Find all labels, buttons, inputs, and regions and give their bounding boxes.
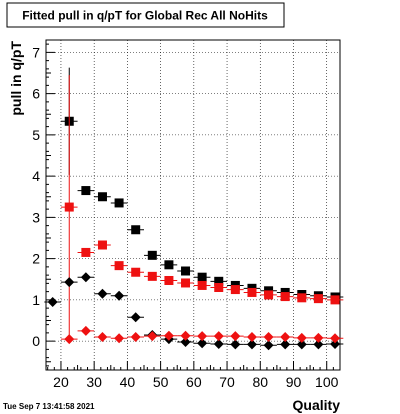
square-point bbox=[197, 280, 207, 290]
diamond-point bbox=[263, 332, 274, 342]
square-point bbox=[64, 202, 74, 212]
grid-lines bbox=[46, 40, 340, 370]
diamond-point bbox=[230, 339, 241, 350]
plot-frame bbox=[45, 39, 341, 371]
y-tick-label: 5 bbox=[32, 127, 40, 143]
square-point bbox=[164, 275, 174, 285]
diamond-point bbox=[80, 325, 91, 336]
diamond-point bbox=[313, 339, 324, 350]
square-point bbox=[214, 276, 224, 286]
square-point bbox=[197, 272, 207, 282]
diamond-point bbox=[197, 338, 208, 349]
y-axis-title: pull in q/pT bbox=[8, 41, 24, 116]
square-point bbox=[214, 283, 224, 292]
x-tick-label: 100 bbox=[315, 374, 339, 390]
diamond-point bbox=[280, 339, 291, 350]
x-tick-label: 80 bbox=[252, 374, 268, 390]
diamond-point bbox=[114, 290, 125, 301]
square-point bbox=[181, 278, 191, 288]
x-tick-label: 20 bbox=[53, 374, 69, 390]
x-axis-title: Quality bbox=[293, 397, 341, 413]
square-point bbox=[97, 192, 107, 202]
square-point bbox=[313, 294, 323, 304]
x-tick-label: 90 bbox=[286, 374, 302, 390]
y-tick-label: 6 bbox=[32, 86, 40, 102]
diamond-point bbox=[180, 336, 191, 347]
diamond-point bbox=[296, 332, 307, 343]
square-point bbox=[280, 292, 290, 302]
y-tick-label: 7 bbox=[32, 44, 40, 60]
diamond-point bbox=[296, 339, 307, 350]
square-point bbox=[181, 266, 191, 276]
diamond-point bbox=[47, 296, 58, 307]
diamond-point bbox=[180, 330, 191, 341]
diamond-point bbox=[97, 332, 108, 342]
square-point bbox=[247, 287, 257, 297]
series-2 bbox=[44, 272, 344, 351]
square-point bbox=[131, 267, 141, 277]
x-tick-label: 50 bbox=[153, 374, 169, 390]
diamond-point bbox=[246, 332, 257, 342]
diamond-point bbox=[280, 332, 291, 342]
diamond-point bbox=[263, 340, 274, 351]
diamond-point bbox=[230, 331, 241, 342]
diamond-point bbox=[213, 339, 224, 350]
y-tick-label: 0 bbox=[32, 333, 40, 349]
diamond-point bbox=[147, 331, 158, 342]
square-point bbox=[97, 240, 107, 250]
y-tick-label: 2 bbox=[32, 251, 40, 267]
square-point bbox=[230, 285, 240, 295]
series-0 bbox=[60, 67, 344, 302]
series-3 bbox=[60, 325, 344, 345]
square-point bbox=[114, 261, 124, 271]
square-point bbox=[147, 271, 157, 281]
x-tick-label: 60 bbox=[186, 374, 202, 390]
diamond-point bbox=[163, 330, 174, 341]
square-point bbox=[81, 247, 91, 257]
x-tick-label: 70 bbox=[219, 374, 235, 390]
diamond-point bbox=[80, 272, 91, 283]
diamond-point bbox=[246, 339, 257, 350]
square-point bbox=[147, 250, 157, 260]
diamond-point bbox=[213, 331, 224, 342]
square-point bbox=[114, 198, 124, 208]
diamond-point bbox=[313, 332, 324, 343]
data-marks bbox=[44, 67, 344, 351]
diamond-point bbox=[330, 333, 341, 344]
square-point bbox=[297, 293, 307, 303]
square-point bbox=[264, 290, 274, 300]
timestamp: Tue Sep 7 13:41:58 2021 bbox=[3, 402, 95, 411]
diamond-point bbox=[130, 312, 141, 323]
square-point bbox=[330, 295, 340, 305]
y-tick-label: 4 bbox=[32, 168, 40, 184]
diamond-point bbox=[330, 339, 341, 350]
x-tick-label: 30 bbox=[86, 374, 102, 390]
diamond-point bbox=[114, 333, 125, 344]
y-tick-label: 1 bbox=[32, 292, 40, 308]
diamond-point bbox=[197, 331, 208, 342]
series-1 bbox=[60, 75, 344, 340]
diamond-point bbox=[64, 334, 75, 345]
square-point bbox=[131, 225, 141, 235]
x-tick-label: 40 bbox=[120, 374, 136, 390]
square-point bbox=[164, 260, 174, 270]
y-tick-label: 3 bbox=[32, 209, 40, 225]
diamond-point bbox=[64, 277, 75, 288]
tick-labels: 20 30 40 50 60 70 80 90 100 0 1 2 3 4 5 6 7 bbox=[32, 44, 338, 390]
square-point bbox=[81, 186, 91, 196]
diamond-point bbox=[97, 288, 108, 299]
diamond-point bbox=[130, 332, 141, 342]
title-box bbox=[6, 2, 285, 28]
chart-title: Fitted pull in q/pT for Global Rec All N… bbox=[22, 9, 268, 23]
axis-ticks bbox=[46, 43, 341, 370]
